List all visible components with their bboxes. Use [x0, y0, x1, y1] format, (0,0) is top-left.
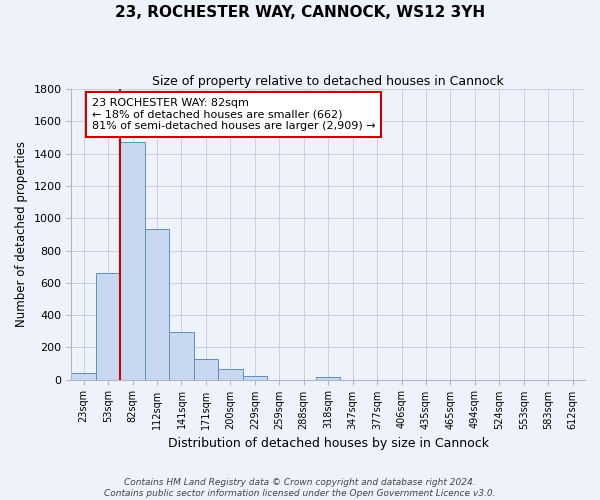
Bar: [242, 376, 267, 380]
Text: 23, ROCHESTER WAY, CANNOCK, WS12 3YH: 23, ROCHESTER WAY, CANNOCK, WS12 3YH: [115, 5, 485, 20]
Text: 23 ROCHESTER WAY: 82sqm
← 18% of detached houses are smaller (662)
81% of semi-d: 23 ROCHESTER WAY: 82sqm ← 18% of detache…: [92, 98, 376, 131]
Bar: [169, 332, 194, 380]
Text: Contains HM Land Registry data © Crown copyright and database right 2024.
Contai: Contains HM Land Registry data © Crown c…: [104, 478, 496, 498]
Bar: [96, 273, 121, 380]
Y-axis label: Number of detached properties: Number of detached properties: [15, 142, 28, 328]
Bar: [218, 369, 242, 380]
Bar: [145, 228, 169, 380]
Title: Size of property relative to detached houses in Cannock: Size of property relative to detached ho…: [152, 75, 504, 88]
Bar: [121, 142, 145, 380]
Bar: [71, 373, 96, 380]
Bar: [194, 358, 218, 380]
X-axis label: Distribution of detached houses by size in Cannock: Distribution of detached houses by size …: [168, 437, 489, 450]
Bar: [316, 377, 340, 380]
